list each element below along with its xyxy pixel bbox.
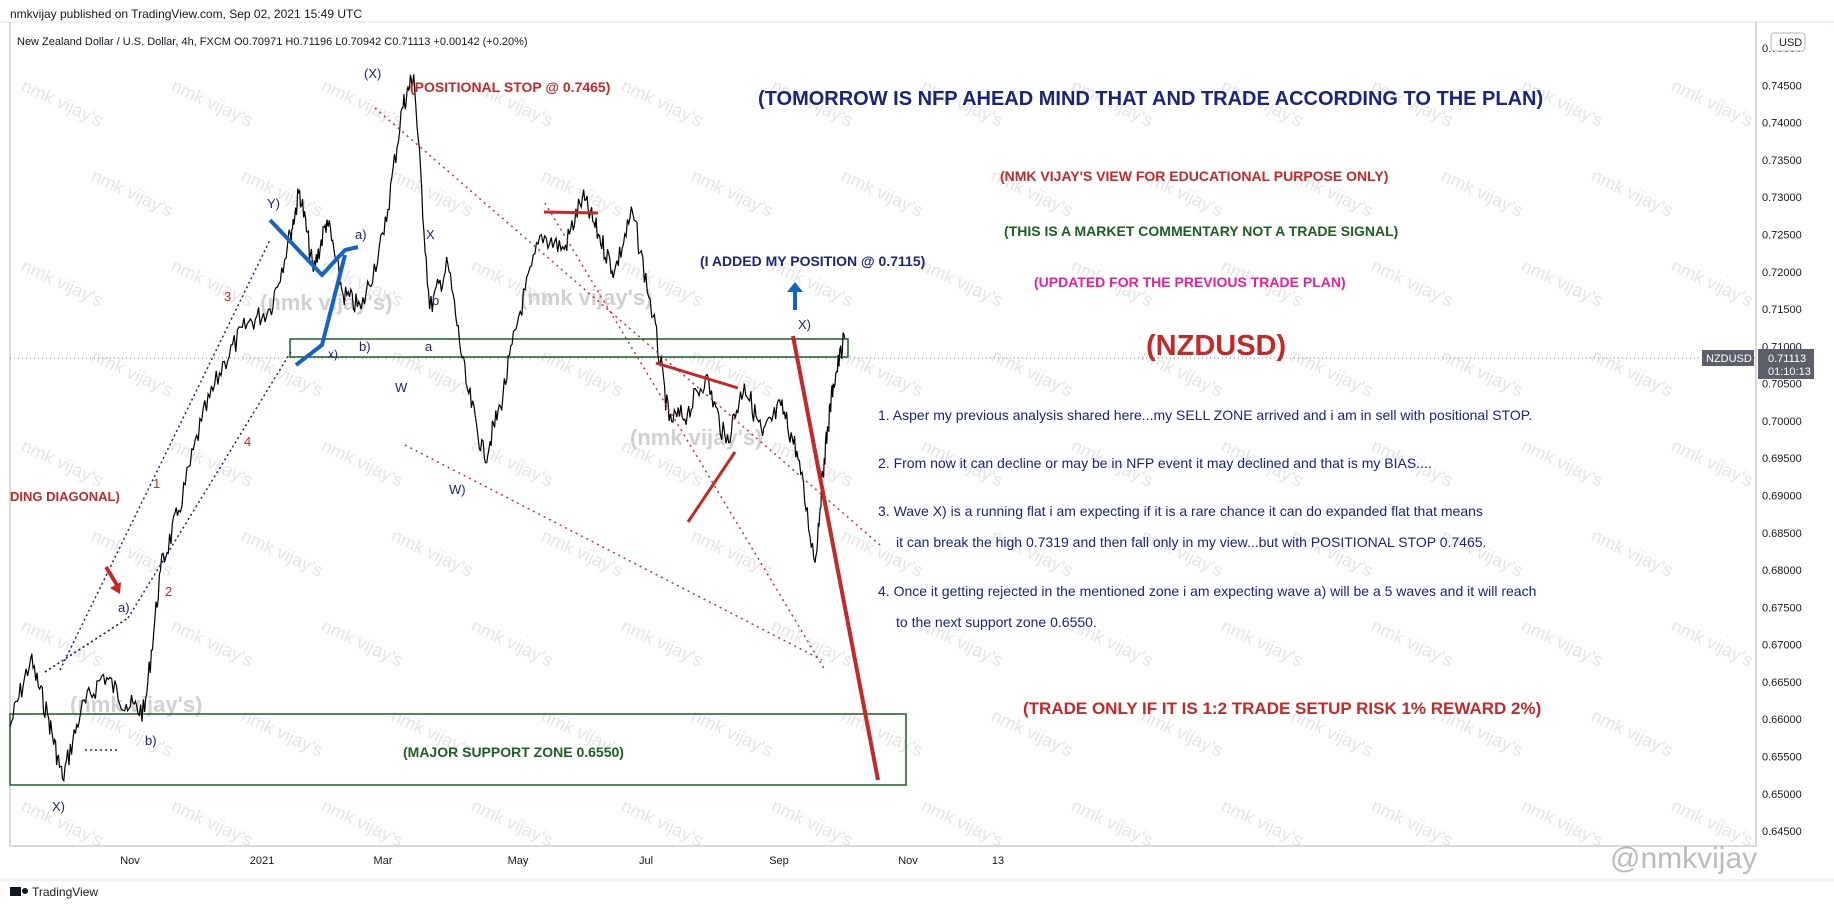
price-tick-label: 0.69000 <box>1762 491 1802 503</box>
wave-label-b-low: b) <box>145 733 157 748</box>
ohlc-legend: New Zealand Dollar / U.S. Dollar, 4h, FX… <box>17 36 528 48</box>
price-tick-label: 0.68500 <box>1762 528 1802 540</box>
price-tick-label: 0.70000 <box>1762 416 1802 428</box>
time-tick-label: Sep <box>769 855 789 867</box>
price-tick-label: 0.65000 <box>1762 789 1802 801</box>
logo-watermark: (nmk vijay's) <box>630 425 762 450</box>
price-tick-label: 0.65500 <box>1762 752 1802 764</box>
wave-label-w: W <box>395 380 408 395</box>
analysis-point-4b: to the next support zone 0.6550. <box>896 614 1097 630</box>
time-tick-label: Mar <box>374 855 393 867</box>
analysis-point-3b: it can break the high 0.7319 and then fa… <box>896 534 1486 550</box>
wave-x-structure <box>294 254 347 367</box>
wave-label-x-mid: X <box>426 227 435 242</box>
price-tick-label: 0.67500 <box>1762 602 1802 614</box>
price-tick-label: 0.70500 <box>1762 379 1802 391</box>
educational-note: (NMK VIJAY'S VIEW FOR EDUCATIONAL PURPOS… <box>1000 168 1388 184</box>
price-tick-label: 0.66500 <box>1762 677 1802 689</box>
last-price-value: 0.71113 <box>1768 353 1806 365</box>
time-tick-label: 13 <box>992 855 1004 867</box>
symbol-tag: NZDUSD <box>1706 353 1752 365</box>
price-tick-label: 0.68000 <box>1762 565 1802 577</box>
major-support-zone-box <box>9 713 907 786</box>
price-tick-label: 0.72500 <box>1762 230 1802 242</box>
price-tick-label: 0.72000 <box>1762 267 1802 279</box>
price-tick-label: 0.74000 <box>1762 118 1802 130</box>
symbol-tag-box <box>1702 350 1754 366</box>
up-arrow-icon <box>787 282 803 310</box>
symbol-heading: (NZDUSD) <box>1146 330 1286 362</box>
handle-watermark: @nmkvijay <box>1610 842 1757 875</box>
diagonal-label: DING DIAGONAL) <box>10 489 120 504</box>
wave-label-x-top: (X) <box>364 66 381 81</box>
wave-y-structure <box>268 218 359 278</box>
headline-text: (TOMORROW IS NFP AHEAD MIND THAT AND TRA… <box>758 88 1543 110</box>
added-position-label: (I ADDED MY POSITION @ 0.7115) <box>700 253 925 269</box>
wave-label-b-box: b) <box>359 339 371 354</box>
time-scale[interactable]: Nov 2021 Mar May Jul Sep Nov 13 <box>120 855 1004 867</box>
analysis-point-3a: 3. Wave X) is a running flat i am expect… <box>878 503 1483 519</box>
commentary-note: (THIS IS A MARKET COMMENTARY NOT A TRADE… <box>1004 223 1398 239</box>
logo-watermark: (nmk vijay's) <box>520 285 652 310</box>
wave-label-a-low: a) <box>118 600 130 615</box>
top-resistance-bar <box>543 210 599 215</box>
time-tick-label: May <box>508 855 529 867</box>
time-tick-label: Nov <box>120 855 140 867</box>
wave-label-3: 3 <box>224 289 231 304</box>
wave-label-1: 1 <box>153 476 160 491</box>
time-tick-label: 2021 <box>250 855 274 867</box>
tradingview-brand: TradingView <box>32 885 98 899</box>
triangle-upper-line <box>655 361 739 390</box>
wave-label-a-box: a <box>425 339 433 354</box>
price-series-line <box>9 74 846 783</box>
channel-lower-line <box>404 444 823 661</box>
wave-label-b-mid: b <box>432 293 439 308</box>
wave-label-w-paren: W) <box>449 482 466 497</box>
wave-label-x-low: X) <box>52 799 65 814</box>
time-tick-label: Nov <box>898 855 918 867</box>
wave-label-y: Y) <box>267 196 280 211</box>
analysis-point-1: 1. Asper my previous analysis shared her… <box>878 407 1532 423</box>
channel-right-line <box>544 202 826 671</box>
wave-label-x-right: X) <box>798 317 811 332</box>
last-price-box <box>1758 349 1814 379</box>
wave-label-2: 2 <box>165 584 172 599</box>
price-tick-label: 0.67000 <box>1762 640 1802 652</box>
down-arrow-icon <box>104 565 121 594</box>
projection-line <box>791 335 880 781</box>
price-tick-label: 0.74500 <box>1762 80 1802 92</box>
logo-watermark: (nmk vijay's) <box>260 290 392 315</box>
price-tick-label: 0.69500 <box>1762 453 1802 465</box>
currency-badge <box>1770 32 1806 52</box>
price-tick-label: 0.71500 <box>1762 304 1802 316</box>
price-tick-label: 0.73000 <box>1762 192 1802 204</box>
updated-note: (UPDATED FOR THE PREVIOUS TRADE PLAN) <box>1034 274 1346 290</box>
tradingview-logo-icon <box>10 887 28 896</box>
diagonal-lower-line-dup <box>44 617 129 673</box>
wave-label-a-upper: a) <box>355 227 367 242</box>
price-tick-label: 0.73500 <box>1762 155 1802 167</box>
wave-label-x-small: x) <box>328 347 338 361</box>
positional-stop-label: (POSITIONAL STOP @ 0.7465) <box>410 79 610 95</box>
price-tick-label: 0.64500 <box>1762 826 1802 838</box>
trade-only-note: (TRADE ONLY IF IT IS 1:2 TRADE SETUP RIS… <box>1023 699 1541 718</box>
wave-label-4: 4 <box>244 434 251 449</box>
price-tick-label: 0.66000 <box>1762 714 1802 726</box>
analysis-point-4a: 4. Once it getting rejected in the menti… <box>878 583 1536 599</box>
currency-label: USD <box>1779 37 1802 49</box>
analysis-point-2: 2. From now it can decline or may be in … <box>878 455 1432 471</box>
time-tick-label: Jul <box>639 855 653 867</box>
countdown-value: 01:10:13 <box>1768 366 1811 378</box>
published-caption: nmkvijay published on TradingView.com, S… <box>10 7 362 21</box>
major-support-label: (MAJOR SUPPORT ZONE 0.6550) <box>403 744 624 760</box>
triangle-lower-line <box>686 451 737 523</box>
resistance-zone-box <box>289 338 849 358</box>
diagonal-upper-line-2 <box>127 349 293 619</box>
